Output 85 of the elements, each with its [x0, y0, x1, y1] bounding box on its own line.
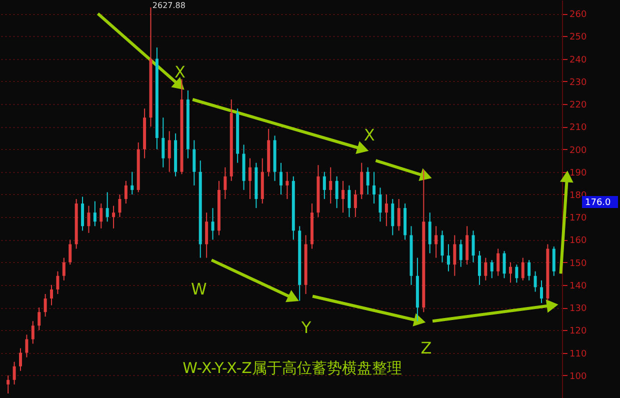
candlestick	[329, 166, 332, 204]
candlestick	[205, 212, 208, 258]
candlestick	[6, 374, 10, 394]
candlestick	[484, 257, 488, 281]
annotation: X	[174, 62, 186, 82]
candlestick	[391, 198, 394, 236]
candlestick	[192, 140, 196, 186]
candlestick	[112, 205, 116, 229]
candlestick	[106, 192, 109, 222]
candlestick	[342, 180, 345, 214]
y-tick-label: 210	[570, 123, 587, 134]
candlestick	[335, 176, 338, 209]
candlestick	[162, 117, 165, 168]
candlestick	[515, 264, 518, 284]
y-tick-label: 200	[570, 146, 587, 156]
candlestick	[366, 166, 370, 195]
candlestick	[19, 348, 22, 372]
candlestick	[118, 194, 122, 218]
annotation: Y	[300, 318, 312, 337]
candlestick	[168, 130, 171, 172]
y-tick-label: 220	[570, 100, 587, 111]
candlestick	[38, 307, 41, 331]
candlestick	[472, 230, 475, 263]
candlestick	[434, 226, 438, 258]
y-tick-label: 230	[570, 78, 587, 88]
candlestick	[68, 239, 72, 266]
candlestick	[502, 250, 506, 279]
candlestick	[211, 208, 214, 240]
candlestick	[348, 184, 351, 218]
candlestick	[124, 180, 128, 204]
annotation: Z	[420, 338, 432, 358]
candlestick	[528, 260, 531, 281]
candlestick	[428, 212, 432, 254]
candlestick	[384, 194, 388, 227]
y-tick-label: 170	[570, 214, 587, 224]
y-tick-label: 120	[570, 326, 587, 337]
candlestick	[100, 203, 103, 229]
candlestick	[521, 257, 524, 281]
candlestick	[280, 162, 282, 195]
y-tick-label: 160	[570, 236, 587, 246]
text: W-X-Y-X-Z属于高位蓄势横盘整理	[182, 359, 402, 377]
candlestick	[130, 171, 134, 195]
candlestick	[31, 320, 34, 344]
text: 176.0	[585, 198, 612, 208]
candlestick	[360, 162, 364, 200]
y-tick-label: 140	[570, 281, 587, 292]
candlestick	[490, 260, 494, 279]
candlestick	[25, 334, 28, 358]
y-tick-label: 130	[570, 304, 587, 314]
candlestick	[354, 189, 357, 218]
candlestick	[62, 257, 66, 281]
candlestick	[440, 230, 444, 263]
candlestick	[286, 171, 289, 200]
candlestick	[56, 270, 60, 294]
y-tick-label: 100	[570, 372, 587, 382]
candlestick	[322, 171, 326, 200]
candlestick	[540, 280, 543, 304]
annotation: W	[190, 279, 207, 298]
y-tick-label: 240	[570, 55, 587, 66]
candlestick	[378, 187, 382, 222]
candlestick	[453, 234, 456, 276]
annotation: 2627.88	[152, 1, 186, 10]
y-tick-label: 260	[570, 10, 587, 20]
candlestick	[496, 248, 500, 276]
candlestick	[552, 246, 556, 276]
candlestick	[93, 200, 96, 227]
candlestick	[81, 196, 84, 232]
candlestick	[372, 171, 376, 204]
candlestick	[446, 244, 450, 272]
candlestick	[224, 166, 227, 200]
candlestick	[12, 361, 16, 385]
candlestick	[478, 250, 481, 286]
candlestick	[44, 293, 47, 318]
candlestick	[50, 284, 54, 306]
candlestick	[508, 262, 512, 284]
annotation: X	[364, 126, 375, 145]
candlestick	[248, 158, 252, 200]
y-tick-label: 110	[570, 349, 587, 360]
y-tick-label: 190	[570, 168, 587, 178]
candlestick	[87, 205, 90, 234]
candlestick	[397, 198, 400, 232]
y-tick-label: 150	[570, 258, 587, 269]
y-tick-label: 250	[570, 32, 587, 43]
candlestick	[534, 270, 537, 292]
candlestick	[459, 239, 462, 268]
